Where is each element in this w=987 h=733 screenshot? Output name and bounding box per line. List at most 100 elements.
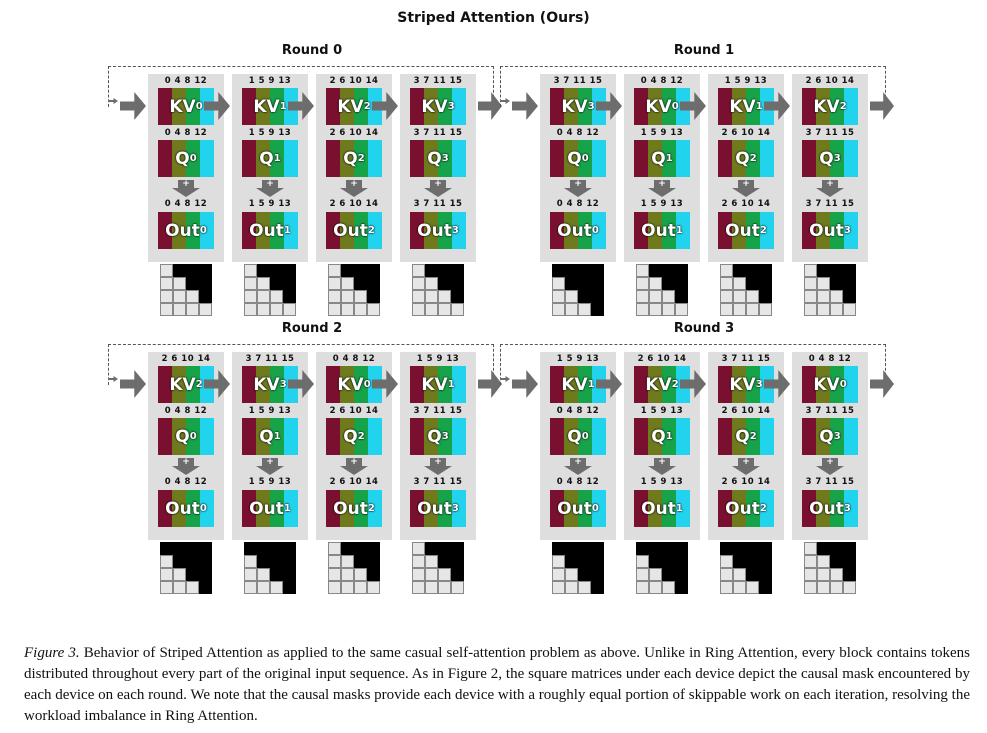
causal-mask-grid: [244, 264, 296, 316]
mask-cell-masked: [662, 542, 675, 555]
block-label-text: KV: [645, 374, 672, 395]
mask-cell-masked: [270, 277, 283, 290]
block-label-text: KV: [337, 96, 364, 117]
block-label-index: 0: [189, 431, 197, 442]
block-label-text: KV: [813, 96, 840, 117]
mask-cell-active: [257, 303, 270, 316]
mask-cell-active: [636, 581, 649, 594]
round-title: Round 1: [673, 43, 735, 58]
mask-cell-active: [425, 581, 438, 594]
mask-cell-active: [328, 277, 341, 290]
mask-cell-active: [636, 303, 649, 316]
mask-cell-active: [649, 568, 662, 581]
plus-icon: +: [178, 180, 194, 189]
down-arrow-icon: [732, 188, 760, 197]
plus-icon: +: [430, 458, 446, 467]
kv-block: KV 1: [410, 366, 466, 403]
mask-cell-active: [804, 303, 817, 316]
stripe-segment: [816, 418, 830, 455]
kv-pass-arrow-icon: [204, 92, 230, 120]
stripe-segment: [200, 490, 214, 527]
mask-cell-masked: [675, 277, 688, 290]
mask-cell-active: [270, 303, 283, 316]
mask-cell-masked: [367, 568, 380, 581]
out-token-ids: 2 6 10 14: [721, 477, 771, 487]
block-label-text: Q: [259, 148, 274, 169]
mask-cell-active: [720, 568, 733, 581]
kv-block: KV 2: [802, 88, 858, 125]
kv-block: KV 1: [550, 366, 606, 403]
mask-cell-masked: [733, 555, 746, 568]
out-block-label: Out 2: [718, 490, 774, 527]
stripe-segment: [634, 418, 648, 455]
down-arrow-icon: [340, 466, 368, 475]
mask-cell-masked: [591, 264, 604, 277]
stripe-segment: [592, 140, 606, 177]
block-label-index: 3: [587, 101, 595, 112]
stripe-segment: [326, 490, 340, 527]
stripe-segment: [718, 366, 732, 403]
block-label-index: 1: [755, 101, 763, 112]
stripe-segment: [816, 490, 830, 527]
plus-icon: +: [430, 180, 446, 189]
stripe-segment: [256, 366, 270, 403]
stripe-segment: [410, 212, 424, 249]
mask-cell-masked: [186, 277, 199, 290]
block-label-index: 1: [273, 153, 281, 164]
mask-cell-active: [412, 581, 425, 594]
mask-cell-active: [367, 303, 380, 316]
mask-cell-masked: [199, 555, 212, 568]
stripe-segment: [830, 212, 844, 249]
block-label-text: Q: [819, 148, 834, 169]
mask-cell-active: [412, 542, 425, 555]
mask-cell-active: [662, 581, 675, 594]
kv-block-label: KV 3: [550, 88, 606, 125]
mask-cell-active: [804, 542, 817, 555]
kv-token-ids: 3 7 11 15: [721, 354, 771, 364]
mask-cell-masked: [649, 542, 662, 555]
round-title: Round 2: [281, 321, 343, 336]
mask-cell-active: [720, 290, 733, 303]
stripe-segment: [550, 140, 564, 177]
stripe-segment: [410, 140, 424, 177]
stripe-segment: [340, 212, 354, 249]
stripe-segment: [676, 490, 690, 527]
causal-mask-grid: [328, 542, 380, 594]
block-label-text: Out: [725, 220, 760, 241]
kv-block-label: KV 0: [326, 366, 382, 403]
stripe-segment: [410, 88, 424, 125]
stripe-segment: [438, 490, 452, 527]
mask-cell-active: [830, 581, 843, 594]
mask-cell-active: [720, 581, 733, 594]
caption-figure-label: Figure 3.: [24, 645, 80, 661]
plus-icon: +: [654, 458, 670, 467]
stripe-segment: [172, 88, 186, 125]
mask-cell-masked: [578, 568, 591, 581]
down-arrow-icon: [256, 188, 284, 197]
block-label-text: Out: [809, 220, 844, 241]
down-arrow-icon: [816, 188, 844, 197]
out-block: Out 3: [802, 490, 858, 527]
q-token-ids: 0 4 8 12: [164, 128, 208, 138]
down-arrow-icon: [564, 188, 592, 197]
block-label-index: 2: [357, 431, 365, 442]
mask-cell-active: [160, 277, 173, 290]
kv-token-ids: 3 7 11 15: [245, 354, 295, 364]
stripe-segment: [158, 418, 172, 455]
stripe-segment: [634, 140, 648, 177]
out-block: Out 3: [802, 212, 858, 249]
mask-cell-masked: [843, 264, 856, 277]
out-block: Out 2: [718, 212, 774, 249]
block-label-text: Out: [725, 498, 760, 519]
mask-cell-masked: [283, 277, 296, 290]
q-token-ids: 3 7 11 15: [805, 406, 855, 416]
mask-cell-masked: [438, 542, 451, 555]
ring-entry-arrow-icon: [500, 376, 510, 382]
block-label-text: Out: [165, 220, 200, 241]
stripe-segment: [340, 490, 354, 527]
block-label-text: KV: [561, 374, 588, 395]
causal-mask-grid: [328, 264, 380, 316]
out-block: Out 2: [326, 490, 382, 527]
